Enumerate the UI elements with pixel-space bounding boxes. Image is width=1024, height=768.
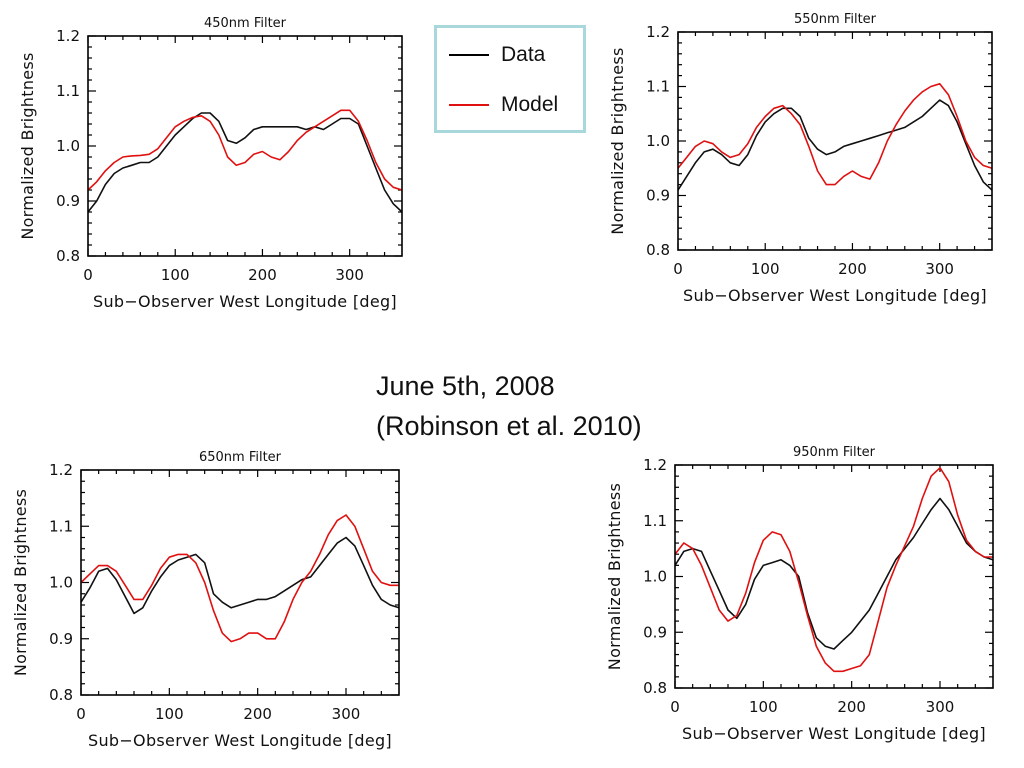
x-tick-label: 300 <box>925 260 954 278</box>
plot-frame <box>677 31 993 251</box>
y-tick-label: 1.2 <box>49 461 73 479</box>
x-tick-label: 0 <box>76 705 86 723</box>
series-line-data <box>87 112 403 213</box>
legend-swatch-data <box>449 54 489 56</box>
x-tick-label: 100 <box>161 266 190 284</box>
y-tick-label: 1.0 <box>56 137 80 155</box>
legend-swatch-model <box>449 104 489 106</box>
plot-frame <box>87 35 403 257</box>
chart-panel-2: 650nm Filter 0 100 200 300 0.8 0.9 1.0 1.1 1.2 Sub… <box>11 450 400 750</box>
y-tick-label: 1.2 <box>643 456 667 474</box>
y-tick-label: 0.8 <box>49 686 73 704</box>
x-axis-label: Sub−Observer West Longitude [deg] <box>88 731 392 750</box>
series-line-model <box>87 109 403 191</box>
x-tick-label: 300 <box>926 698 955 716</box>
y-tick-label: 0.9 <box>49 630 73 648</box>
y-tick-label: 1.2 <box>646 23 670 41</box>
plot-frame <box>674 464 994 689</box>
chart-title: 550nm Filter <box>794 12 877 27</box>
legend-label-data: Data <box>501 43 546 66</box>
x-tick-label: 100 <box>155 705 184 723</box>
y-tick-label: 1.1 <box>49 517 73 535</box>
y-tick-label: 0.8 <box>643 679 667 697</box>
chart-panel-0: 450nm Filter 0 100 200 300 0.8 0.9 1.0 1.1 1.2 Sub… <box>18 16 403 311</box>
series-line-data <box>674 497 994 650</box>
legend: Data Model <box>434 25 586 133</box>
legend-label-model: Model <box>501 93 559 116</box>
y-tick-label: 1.1 <box>56 82 80 100</box>
y-axis-label: Normalized Brightness <box>11 489 30 676</box>
y-tick-label: 1.1 <box>643 512 667 530</box>
plot-frame <box>80 469 400 696</box>
date-annotation: June 5th, 2008 (Robinson et al. 2010) <box>376 366 642 446</box>
x-tick-label: 100 <box>751 260 780 278</box>
y-axis-label: Normalized Brightness <box>608 47 627 234</box>
chart-title: 450nm Filter <box>204 16 287 31</box>
x-tick-label: 300 <box>332 705 361 723</box>
x-tick-label: 0 <box>83 266 93 284</box>
x-tick-label: 0 <box>670 698 680 716</box>
x-axis-label: Sub−Observer West Longitude [deg] <box>682 724 986 743</box>
legend-item-model: Model <box>449 93 559 116</box>
y-tick-label: 1.0 <box>49 574 73 592</box>
x-tick-label: 100 <box>749 698 778 716</box>
series-line-data <box>80 536 400 615</box>
x-tick-label: 300 <box>335 266 364 284</box>
x-axis-label: Sub−Observer West Longitude [deg] <box>683 286 987 305</box>
chart-title: 650nm Filter <box>199 450 282 465</box>
y-tick-label: 0.9 <box>643 623 667 641</box>
y-axis-label: Normalized Brightness <box>18 52 37 239</box>
y-tick-label: 0.9 <box>646 187 670 205</box>
chart-panel-3: 950nm Filter 0 100 200 300 0.8 0.9 1.0 1.1 1.2 Sub… <box>605 445 994 743</box>
series-line-model <box>677 83 993 186</box>
y-axis-label: Normalized Brightness <box>605 483 624 670</box>
y-tick-label: 0.8 <box>56 247 80 265</box>
annotation-citation: (Robinson et al. 2010) <box>376 411 642 441</box>
x-tick-label: 200 <box>248 266 277 284</box>
x-tick-label: 200 <box>243 705 272 723</box>
y-tick-label: 1.0 <box>643 568 667 586</box>
series-line-model <box>674 466 993 673</box>
x-axis-label: Sub−Observer West Longitude [deg] <box>93 292 397 311</box>
legend-item-data: Data <box>449 43 546 66</box>
y-tick-label: 1.2 <box>56 27 80 45</box>
y-tick-label: 0.9 <box>56 192 80 210</box>
y-tick-label: 1.0 <box>646 132 670 150</box>
annotation-date: June 5th, 2008 <box>376 371 555 401</box>
x-tick-label: 0 <box>673 260 683 278</box>
y-tick-label: 0.8 <box>646 241 670 259</box>
chart-panel-1: 550nm Filter 0 100 200 300 0.8 0.9 1.0 1.1 1.2 Sub… <box>608 12 993 305</box>
x-tick-label: 200 <box>838 260 867 278</box>
y-tick-label: 1.1 <box>646 78 670 96</box>
chart-title: 950nm Filter <box>793 445 876 460</box>
series-line-data <box>677 99 993 191</box>
series-line-model <box>80 514 399 643</box>
x-tick-label: 200 <box>837 698 866 716</box>
